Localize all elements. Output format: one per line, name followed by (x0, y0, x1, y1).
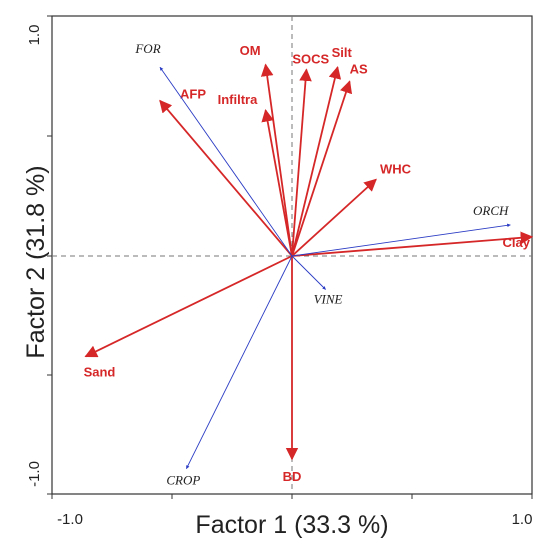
y-tick-label-min: -1.0 (26, 461, 43, 487)
vector-for (159, 66, 293, 257)
loading-vectors: Clay Silt AS SOCS OM AFP Infiltra WHC Sand BD FOR O… (84, 41, 534, 488)
vector-infiltra (261, 108, 293, 257)
vector-socs (291, 68, 312, 257)
label-vine: VINE (314, 292, 343, 307)
vector-sand (84, 255, 293, 358)
vector-crop (185, 255, 293, 470)
axis-ticks (47, 15, 533, 499)
vector-vine (291, 255, 326, 290)
label-socs: SOCS (292, 52, 329, 67)
y-axis-title: Factor 2 (31.8 %) (22, 165, 50, 358)
x-tick-label-max: 1.0 (512, 511, 533, 528)
vector-clay (291, 231, 534, 257)
vector-silt (291, 65, 342, 257)
vector-afp (159, 99, 293, 257)
y-tick-label-max: 1.0 (26, 25, 43, 46)
label-crop: CROP (166, 473, 200, 488)
label-as: AS (350, 62, 368, 77)
label-afp: AFP (180, 87, 206, 102)
label-om: OM (240, 43, 261, 58)
vector-as (291, 80, 353, 257)
vector-om (260, 63, 293, 257)
x-axis-title: Factor 1 (33.3 %) (195, 511, 388, 539)
label-sand: Sand (84, 364, 116, 379)
x-tick-label-min: -1.0 (57, 511, 83, 528)
vector-orch (291, 223, 511, 257)
label-for: FOR (134, 41, 160, 56)
label-whc: WHC (380, 162, 412, 177)
label-infiltra: Infiltra (218, 92, 258, 107)
label-silt: Silt (332, 45, 353, 60)
label-clay: Clay (503, 235, 531, 250)
vector-whc (291, 178, 377, 257)
label-orch: ORCH (473, 203, 509, 218)
label-bd: BD (283, 469, 302, 484)
